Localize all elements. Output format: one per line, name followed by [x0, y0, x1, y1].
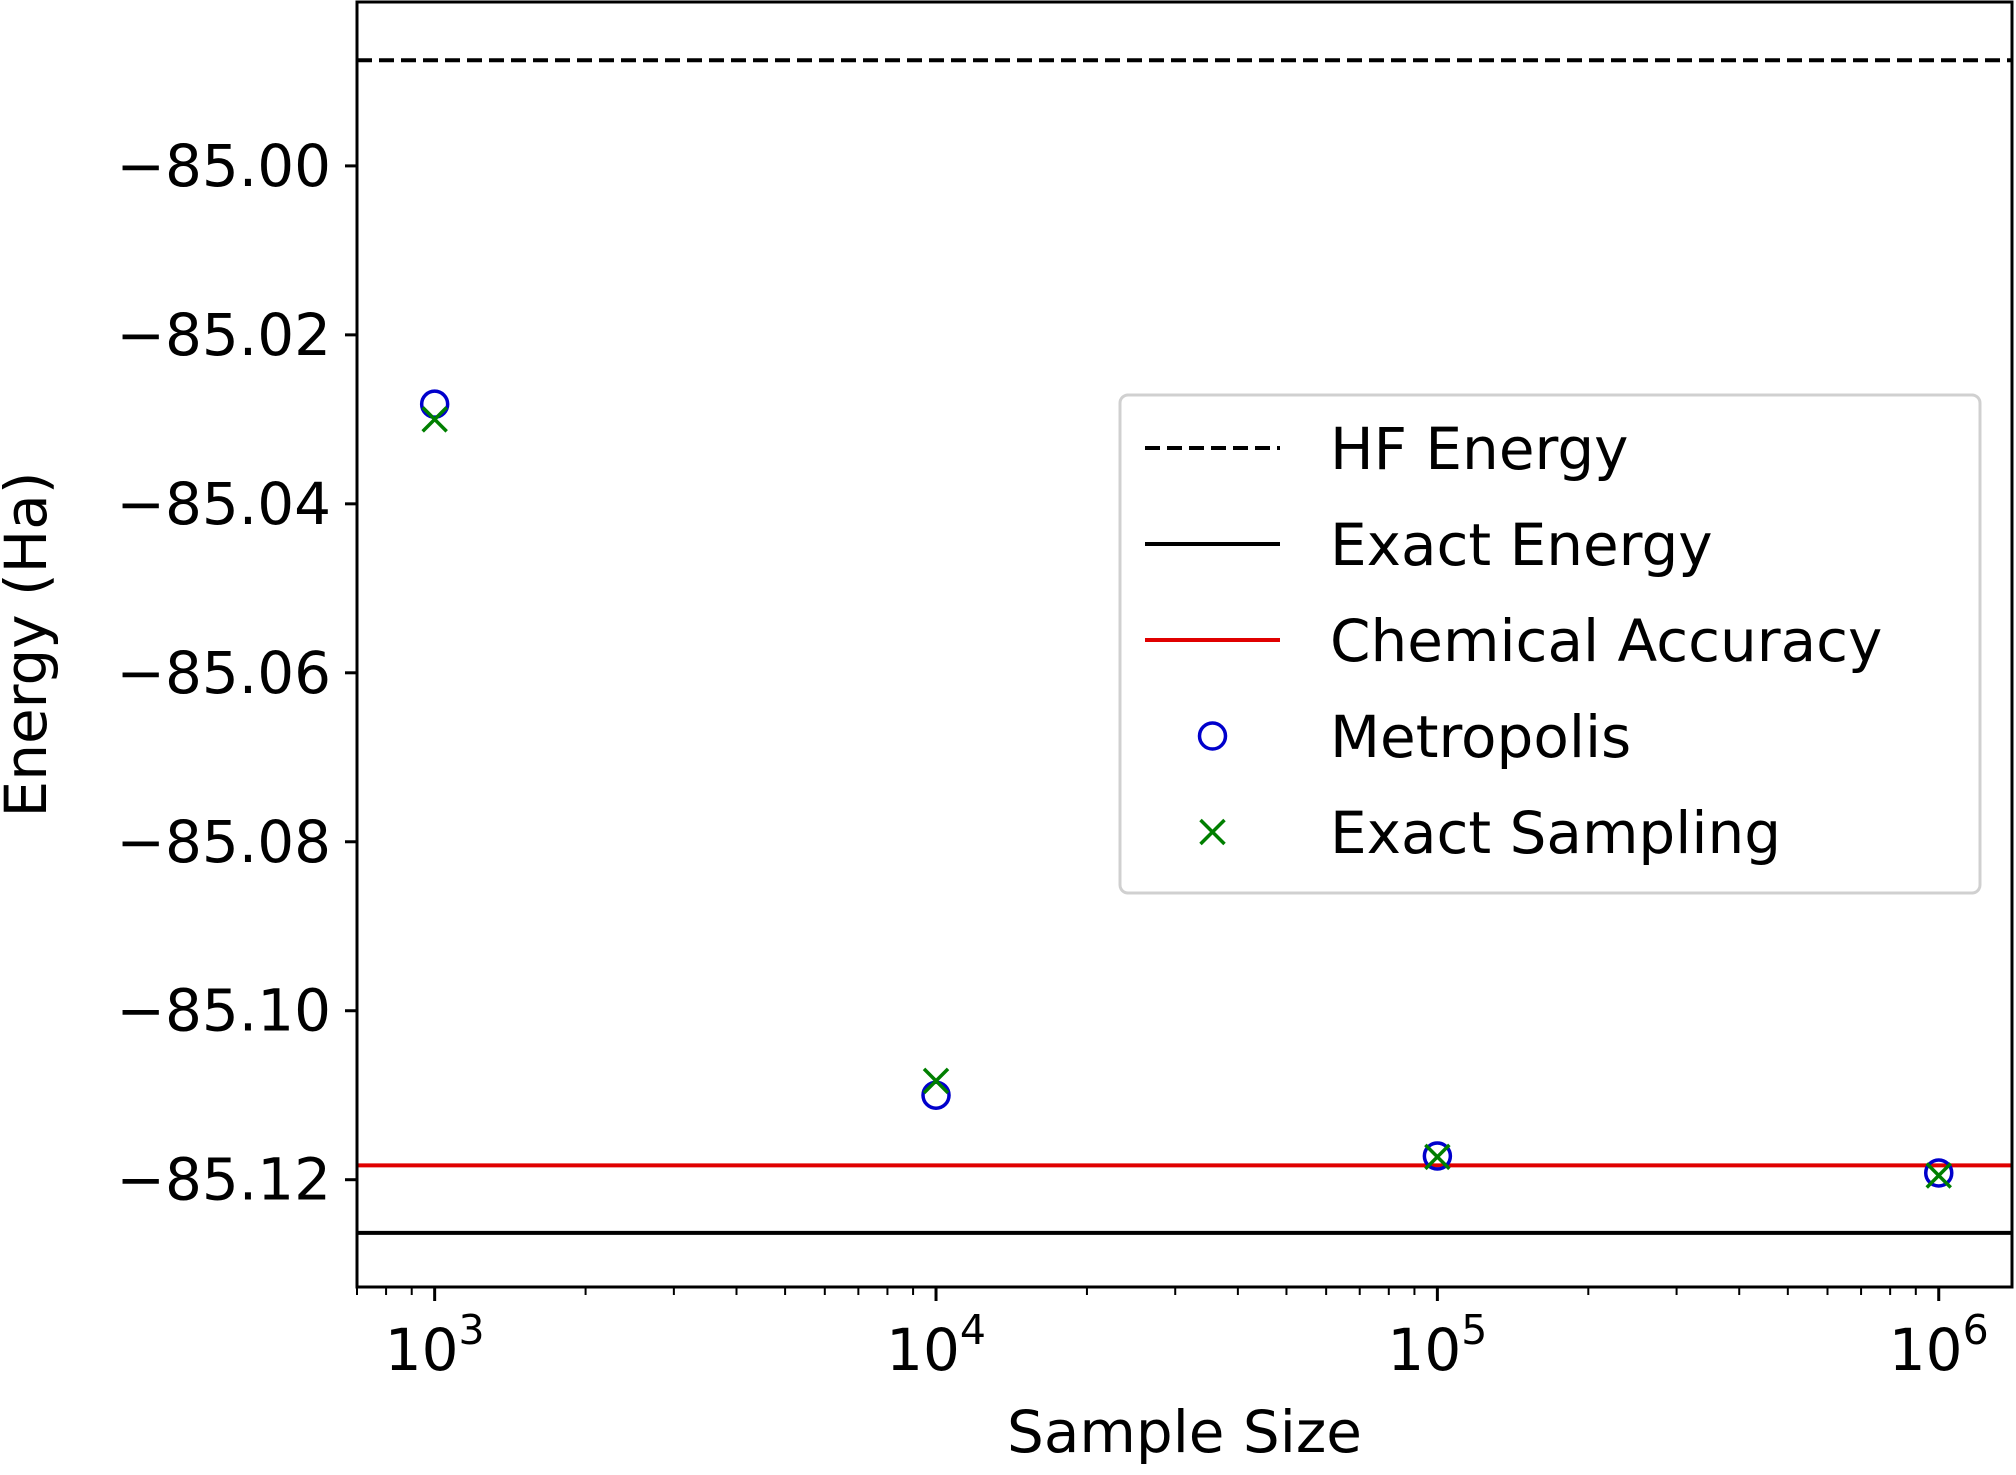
y-tick-label: −85.00 — [116, 132, 331, 200]
reference-lines-layer — [357, 58, 2012, 1235]
y-tick-label: −85.02 — [116, 301, 331, 369]
x-tick-label-base: 10 — [1387, 1316, 1461, 1384]
x-tick-label-base: 10 — [385, 1316, 459, 1384]
x-tick-label-base: 10 — [886, 1316, 960, 1384]
x-tick-label: 106 — [1889, 1306, 1989, 1384]
y-tick-label: −85.08 — [116, 808, 331, 876]
x-tick-label: 105 — [1387, 1306, 1487, 1384]
metropolis-point — [1422, 1141, 1453, 1171]
x-tick-label-exponent: 4 — [960, 1306, 986, 1354]
metropolis-point — [921, 1080, 951, 1110]
legend-swatch-circle — [1197, 721, 1228, 751]
x-tick-label: 104 — [886, 1306, 986, 1384]
y-tick-label: −85.06 — [116, 639, 331, 707]
legend-label: Metropolis — [1330, 703, 1631, 771]
exact-sampling-point — [922, 1067, 950, 1095]
y-tick-label: −85.04 — [116, 470, 331, 538]
metropolis-point — [1923, 1158, 1954, 1188]
axes-layer: −85.12 −85.10 −85.08 −85.06 −85.04 −85.02 −85.… — [116, 0, 2014, 1384]
x-tick-label: 103 — [385, 1306, 485, 1384]
y-axis-label: Energy (Ha) — [0, 472, 60, 818]
y-tick-label: −85.10 — [116, 977, 331, 1045]
exact-sampling-point — [421, 406, 448, 433]
legend: HF Energy Exact Energy Chemical Accuracy Me… — [1118, 393, 1982, 895]
plot-frame — [355, 0, 2014, 1289]
x-tick-label-exponent: 3 — [459, 1306, 485, 1354]
metropolis-point — [419, 389, 450, 419]
data-points-layer — [419, 389, 1954, 1189]
legend-box — [1118, 393, 1982, 895]
x-tick-label-base: 10 — [1889, 1316, 1963, 1384]
exact-sampling-point — [1424, 1143, 1451, 1171]
x-tick-label-exponent: 6 — [1963, 1306, 1989, 1354]
legend-label: Exact Energy — [1330, 511, 1713, 579]
legend-label: Exact Sampling — [1330, 799, 1781, 867]
x-axis-label: Sample Size — [1007, 1398, 1362, 1466]
legend-swatch-x — [1199, 818, 1226, 846]
x-tick-label-exponent: 5 — [1461, 1306, 1487, 1354]
exact-sampling-point — [1925, 1162, 1952, 1189]
legend-label: HF Energy — [1330, 415, 1628, 483]
y-tick-label: −85.12 — [116, 1146, 331, 1214]
legend-label: Chemical Accuracy — [1330, 607, 1882, 675]
